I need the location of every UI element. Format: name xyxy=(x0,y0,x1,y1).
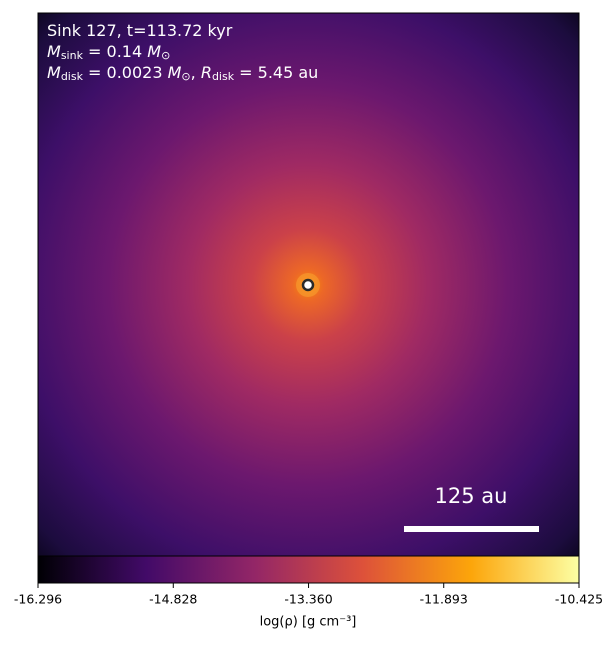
annotation-part: ⊙ xyxy=(161,49,170,62)
colorbar-tick-label: -11.893 xyxy=(420,592,468,607)
annotation-part: R xyxy=(201,63,212,82)
colorbar-tick-label: -13.360 xyxy=(284,592,332,607)
scale-bar xyxy=(404,526,539,532)
annotation-part: M xyxy=(47,63,61,82)
annotation-part: M xyxy=(47,42,61,61)
annotation: Mdisk = 0.0023 M⊙, Rdisk = 5.45 au xyxy=(47,63,318,84)
colorbar-label: log(ρ) [g cm⁻³] xyxy=(260,615,357,630)
annotation: Sink 127, t=113.72 kyr xyxy=(47,21,233,40)
colorbar-tick-label: -14.828 xyxy=(149,592,197,607)
annotation-part: Sink 127, t=113.72 kyr xyxy=(47,21,233,40)
annotation-part: sink xyxy=(61,49,84,62)
annotation-part: = 0.14 xyxy=(83,42,147,61)
colorbar-tick-label: -16.296 xyxy=(14,592,62,607)
annotation-part: M xyxy=(168,63,182,82)
annotation-part: ⊙ xyxy=(181,70,190,83)
colorbar-tick-label: -10.425 xyxy=(555,592,603,607)
annotation: Msink = 0.14 M⊙ xyxy=(47,42,170,63)
annotation-part: = 0.0023 xyxy=(83,63,168,82)
annotation-part: disk xyxy=(212,70,235,83)
annotation-part: M xyxy=(147,42,161,61)
annotation-part: , xyxy=(191,63,201,82)
sink-marker xyxy=(301,278,315,292)
annotation-part: disk xyxy=(61,70,84,83)
colorbar xyxy=(37,555,580,584)
annotation-part: = 5.45 au xyxy=(234,63,318,82)
scale-bar-label: 125 au xyxy=(435,484,508,508)
